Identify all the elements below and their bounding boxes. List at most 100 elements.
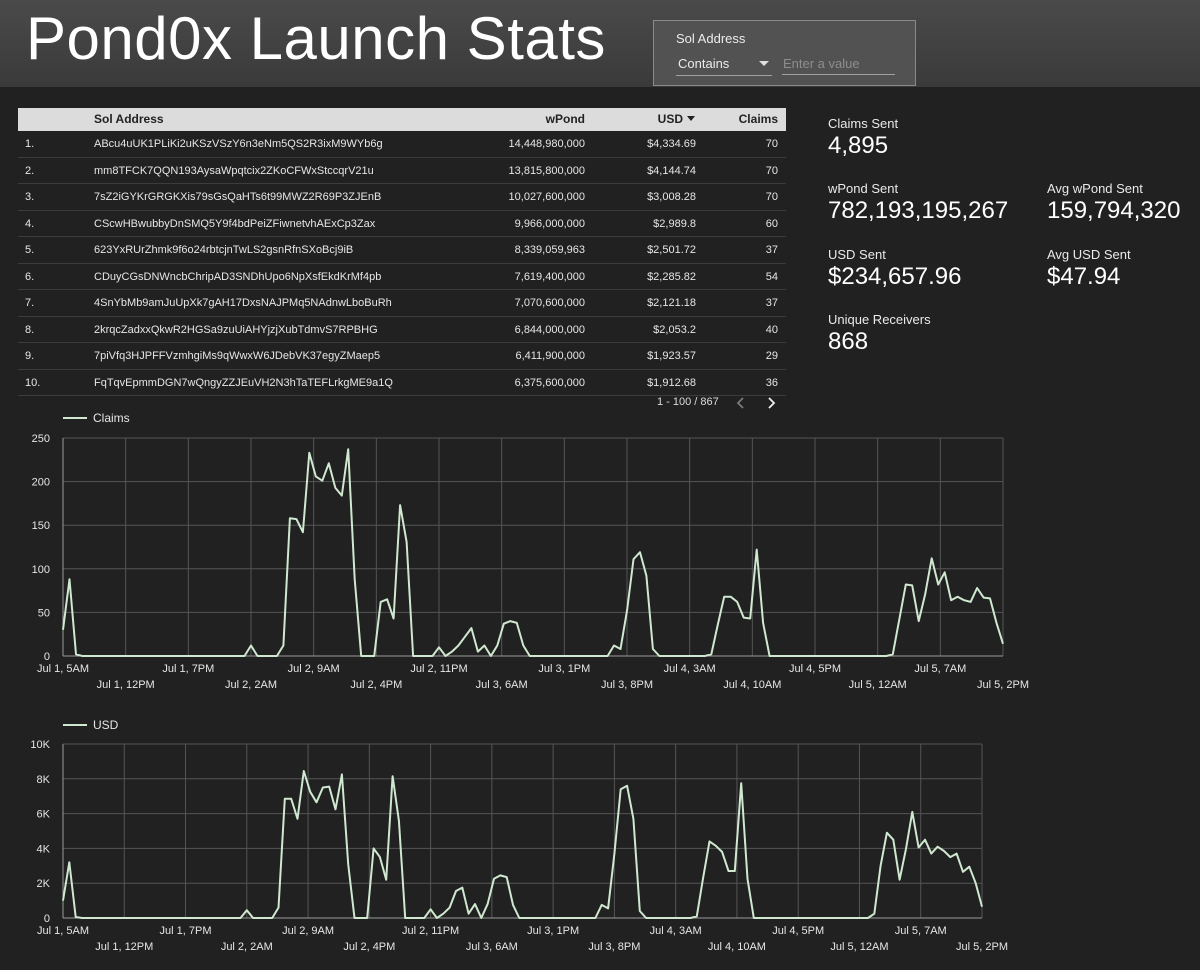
top-addresses-table: Sol Address wPond USD Claims 1. ABcu4uUK1… bbox=[18, 108, 786, 396]
cell-claims: 37 bbox=[765, 297, 778, 309]
x-tick-label: Jul 4, 3AM bbox=[664, 663, 716, 675]
cell-rank: 10. bbox=[25, 376, 41, 389]
cell-claims: 40 bbox=[765, 323, 778, 336]
cell-sol-address: 7piVfq3HJPFFVzmhgiMs9qWwxW6JDebVK37egyZM… bbox=[94, 350, 381, 362]
table-row[interactable]: 6. CDuyCGsDNWncbChripAD3SNDhUpo6NpXsfEkdK… bbox=[18, 264, 786, 290]
header-bar: Pond0x Launch Stats Sol Address Contains bbox=[0, 0, 1200, 87]
series-line-usd bbox=[62, 770, 983, 919]
cell-usd: $4,334.69 bbox=[647, 138, 696, 150]
cell-rank: 8. bbox=[25, 323, 35, 336]
x-tick-label: Jul 2, 2AM bbox=[225, 679, 277, 691]
cell-sol-address: 623YxRUrZhmk9f6o24rbtcjnTwLS2gsnRfnSXoBc… bbox=[94, 244, 354, 256]
x-tick-label: Jul 2, 9AM bbox=[282, 925, 334, 937]
cell-claims: 37 bbox=[765, 244, 778, 256]
cell-rank: 4. bbox=[25, 217, 35, 230]
y-tick-label: 10K bbox=[30, 739, 50, 751]
cell-wpond: 14,448,980,000 bbox=[508, 138, 585, 150]
kpi-unique-receivers: Unique Receivers 868 bbox=[828, 312, 931, 356]
filter-operator-select[interactable]: Contains bbox=[676, 53, 772, 76]
cell-claims: 54 bbox=[765, 270, 778, 283]
sort-descending-icon bbox=[687, 116, 695, 121]
cell-rank: 1. bbox=[25, 138, 35, 150]
table-row[interactable]: 5. 623YxRUrZhmk9f6o24rbtcjnTwLS2gsnRfnSXo… bbox=[18, 237, 786, 264]
cell-usd: $2,989.8 bbox=[653, 217, 696, 230]
table-row[interactable]: 7. 4SnYbMb9amJuUpXk7gAH17DxsNAJPMq5NAdnwL… bbox=[18, 290, 786, 317]
y-tick-label: 4K bbox=[37, 843, 51, 855]
usd-line-chart: USD 0 2K 4K 6K 8K 10K Jul 1, 5AM Jul 1, 12PM Jul … bbox=[30, 718, 1008, 953]
y-tick-label: 8K bbox=[37, 774, 51, 786]
cell-usd: $1,912.68 bbox=[647, 376, 696, 389]
kpi-wpond-sent-value: 782,193,195,267 bbox=[828, 197, 1009, 224]
cell-sol-address: mm8TFCK7QQN193AysaWpqtcix2ZKoCFWxStccqrV… bbox=[94, 164, 374, 177]
cell-rank: 7. bbox=[25, 297, 35, 309]
kpi-avg-wpond-sent-label: Avg wPond Sent bbox=[1047, 181, 1143, 196]
cell-sol-address: 4SnYbMb9amJuUpXk7gAH17DxsNAJPMq5NAdnwLbo… bbox=[94, 297, 392, 309]
table-row[interactable]: 1. ABcu4uUK1PLiKi2uKSzVSzY6n3eNm5QS2R3ixM… bbox=[18, 131, 786, 158]
cell-sol-address: CDuyCGsDNWncbChripAD3SNDhUpo6NpXsfEkdKrM… bbox=[94, 270, 382, 283]
table-row[interactable]: 2. mm8TFCK7QQN193AysaWpqtcix2ZKoCFWxStccq… bbox=[18, 158, 786, 184]
x-tick-label: Jul 3, 1PM bbox=[538, 663, 590, 675]
cell-claims: 29 bbox=[765, 350, 778, 362]
legend-label: Claims bbox=[93, 411, 130, 425]
y-tick-label: 200 bbox=[32, 477, 50, 489]
cell-wpond: 6,375,600,000 bbox=[514, 376, 585, 389]
column-header-wpond[interactable]: wPond bbox=[545, 112, 585, 126]
cell-sol-address: FqTqvEpmmDGN7wQngyZZJEuVH2N3hTaTEFLrkgME… bbox=[94, 376, 393, 389]
claims-chart: Claims 0 50 100 150 200 250 Jul 1, 5AM Jul 1, 12… bbox=[0, 405, 1040, 695]
cell-claims: 60 bbox=[765, 217, 778, 230]
x-tick-label: Jul 2, 11PM bbox=[402, 925, 459, 937]
table-row[interactable]: 4. CScwHBwubbyDnSMQ5Y9f4bdPeiZFiwnetvhAEx… bbox=[18, 211, 786, 237]
kpi-claims-sent-label: Claims Sent bbox=[828, 116, 899, 131]
cell-usd: $1,923.57 bbox=[647, 350, 696, 362]
table-row[interactable]: 10. FqTqvEpmmDGN7wQngyZZJEuVH2N3hTaTEFLrk… bbox=[18, 370, 786, 396]
next-page-button[interactable] bbox=[761, 393, 781, 413]
cell-wpond: 9,966,000,000 bbox=[514, 217, 585, 230]
cell-sol-address: CScwHBwubbyDnSMQ5Y9f4bdPeiZFiwnetvhAExCp… bbox=[94, 217, 376, 230]
kpi-usd-sent-label: USD Sent bbox=[828, 247, 886, 262]
cell-claims: 70 bbox=[765, 191, 778, 203]
claims-line-chart: Claims 0 50 100 150 200 250 Jul 1, 5AM Jul 1, 12… bbox=[32, 411, 1029, 691]
kpi-claims-sent: Claims Sent 4,895 bbox=[828, 116, 898, 160]
kpi-avg-usd-sent: Avg USD Sent $47.94 bbox=[1047, 247, 1131, 291]
x-tick-label: Jul 2, 9AM bbox=[288, 663, 340, 675]
column-header-sol-address[interactable]: Sol Address bbox=[94, 112, 164, 126]
table-body: 1. ABcu4uUK1PLiKi2uKSzVSzY6n3eNm5QS2R3ixM… bbox=[18, 131, 786, 396]
x-tick-label: Jul 1, 12PM bbox=[95, 941, 153, 953]
y-tick-label: 150 bbox=[32, 520, 50, 532]
kpi-claims-sent-value: 4,895 bbox=[828, 132, 889, 159]
cell-rank: 3. bbox=[25, 191, 35, 203]
x-tick-label: Jul 5, 12AM bbox=[830, 941, 888, 953]
table-row[interactable]: 3. 7sZ2iGYKrGRGKXis79sGsQaHTs6t99MWZ2R69P… bbox=[18, 184, 786, 211]
kpi-wpond-sent: wPond Sent 782,193,195,267 bbox=[828, 181, 1008, 225]
series-line-claims bbox=[62, 448, 1004, 657]
cell-rank: 5. bbox=[25, 244, 35, 256]
column-header-claims[interactable]: Claims bbox=[738, 112, 778, 126]
x-tick-label: Jul 2, 11PM bbox=[410, 663, 467, 675]
cell-rank: 9. bbox=[25, 350, 35, 362]
kpi-usd-sent-value: $234,657.96 bbox=[828, 263, 962, 290]
x-tick-label: Jul 1, 5AM bbox=[37, 663, 89, 675]
x-tick-label: Jul 4, 5PM bbox=[772, 925, 824, 937]
x-tick-label: Jul 3, 6AM bbox=[476, 679, 528, 691]
kpi-avg-wpond-sent: Avg wPond Sent 159,794,320 bbox=[1047, 181, 1180, 225]
x-tick-label: Jul 2, 4PM bbox=[343, 941, 395, 953]
table-row[interactable]: 8. 2krqcZadxxQkwR2HGSa9zuUiAHYjzjXubTdmvS… bbox=[18, 317, 786, 343]
cell-rank: 6. bbox=[25, 270, 35, 283]
x-tick-label: Jul 5, 7AM bbox=[914, 663, 966, 675]
x-tick-label: Jul 1, 5AM bbox=[37, 925, 89, 937]
column-header-usd[interactable]: USD bbox=[658, 112, 695, 126]
x-tick-label: Jul 4, 10AM bbox=[723, 679, 781, 691]
filter-value-input[interactable] bbox=[782, 53, 895, 75]
x-tick-label: Jul 4, 5PM bbox=[789, 663, 841, 675]
x-tick-label: Jul 3, 1PM bbox=[527, 925, 579, 937]
kpi-unique-receivers-value: 868 bbox=[828, 328, 869, 355]
cell-usd: $2,121.18 bbox=[647, 297, 696, 309]
previous-page-button[interactable] bbox=[731, 393, 751, 413]
cell-claims: 70 bbox=[765, 138, 778, 150]
y-tick-label: 100 bbox=[32, 564, 50, 576]
kpi-wpond-sent-label: wPond Sent bbox=[828, 181, 899, 196]
cell-usd: $3,008.28 bbox=[647, 191, 696, 203]
x-tick-label: Jul 5, 12AM bbox=[849, 679, 907, 691]
table-row[interactable]: 9. 7piVfq3HJPFFVzmhgiMs9qWwxW6JDebVK37egy… bbox=[18, 343, 786, 370]
cell-sol-address: 7sZ2iGYKrGRGKXis79sGsQaHTs6t99MWZ2R69P3Z… bbox=[94, 191, 382, 203]
